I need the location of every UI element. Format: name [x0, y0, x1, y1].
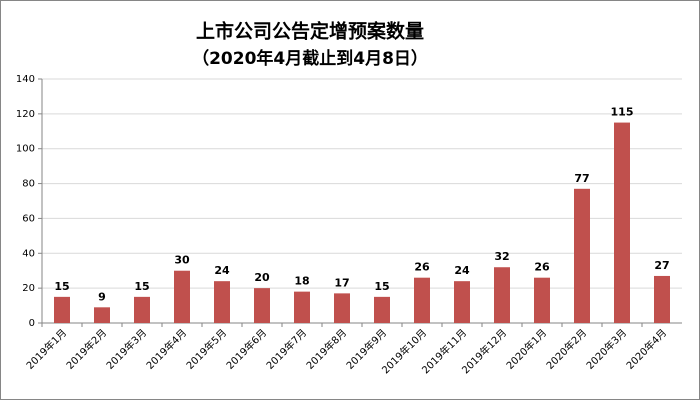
data-label: 9 [98, 290, 106, 303]
bar [294, 291, 310, 323]
bar [254, 288, 270, 323]
bar [214, 281, 230, 323]
data-label: 26 [534, 261, 550, 274]
bar [494, 267, 510, 323]
y-tick-label: 100 [16, 144, 35, 155]
y-tick-label: 20 [22, 283, 35, 294]
data-label: 15 [374, 280, 389, 293]
data-label: 26 [414, 261, 430, 274]
bar [654, 275, 670, 323]
bar [454, 281, 470, 323]
chart-subtitle: （2020年4月截止到4月8日） [192, 48, 428, 69]
data-label: 17 [334, 276, 349, 289]
bar [374, 296, 390, 323]
data-label: 20 [254, 271, 270, 284]
bar [134, 296, 150, 323]
y-tick-label: 60 [22, 213, 35, 224]
data-label: 24 [454, 264, 470, 277]
y-tick-label: 140 [16, 74, 35, 85]
bar [414, 277, 430, 323]
data-label: 115 [611, 106, 634, 119]
bar [614, 122, 630, 323]
y-tick-label: 120 [16, 109, 35, 120]
y-tick-label: 80 [22, 179, 35, 190]
data-label: 30 [174, 254, 190, 267]
bar [174, 270, 190, 323]
chart-title: 上市公司公告定增预案数量 [196, 20, 424, 43]
data-label: 24 [214, 264, 230, 277]
data-label: 32 [494, 250, 509, 263]
y-tick-label: 0 [29, 318, 35, 329]
bar [54, 296, 70, 323]
data-label: 18 [294, 275, 309, 288]
data-label: 15 [134, 280, 149, 293]
y-tick-label: 40 [22, 248, 35, 259]
bar [334, 293, 350, 323]
bar [574, 188, 590, 323]
bar [94, 307, 110, 323]
data-label: 27 [654, 259, 669, 272]
data-label: 15 [54, 280, 69, 293]
bar [534, 277, 550, 323]
data-label: 77 [574, 172, 589, 185]
